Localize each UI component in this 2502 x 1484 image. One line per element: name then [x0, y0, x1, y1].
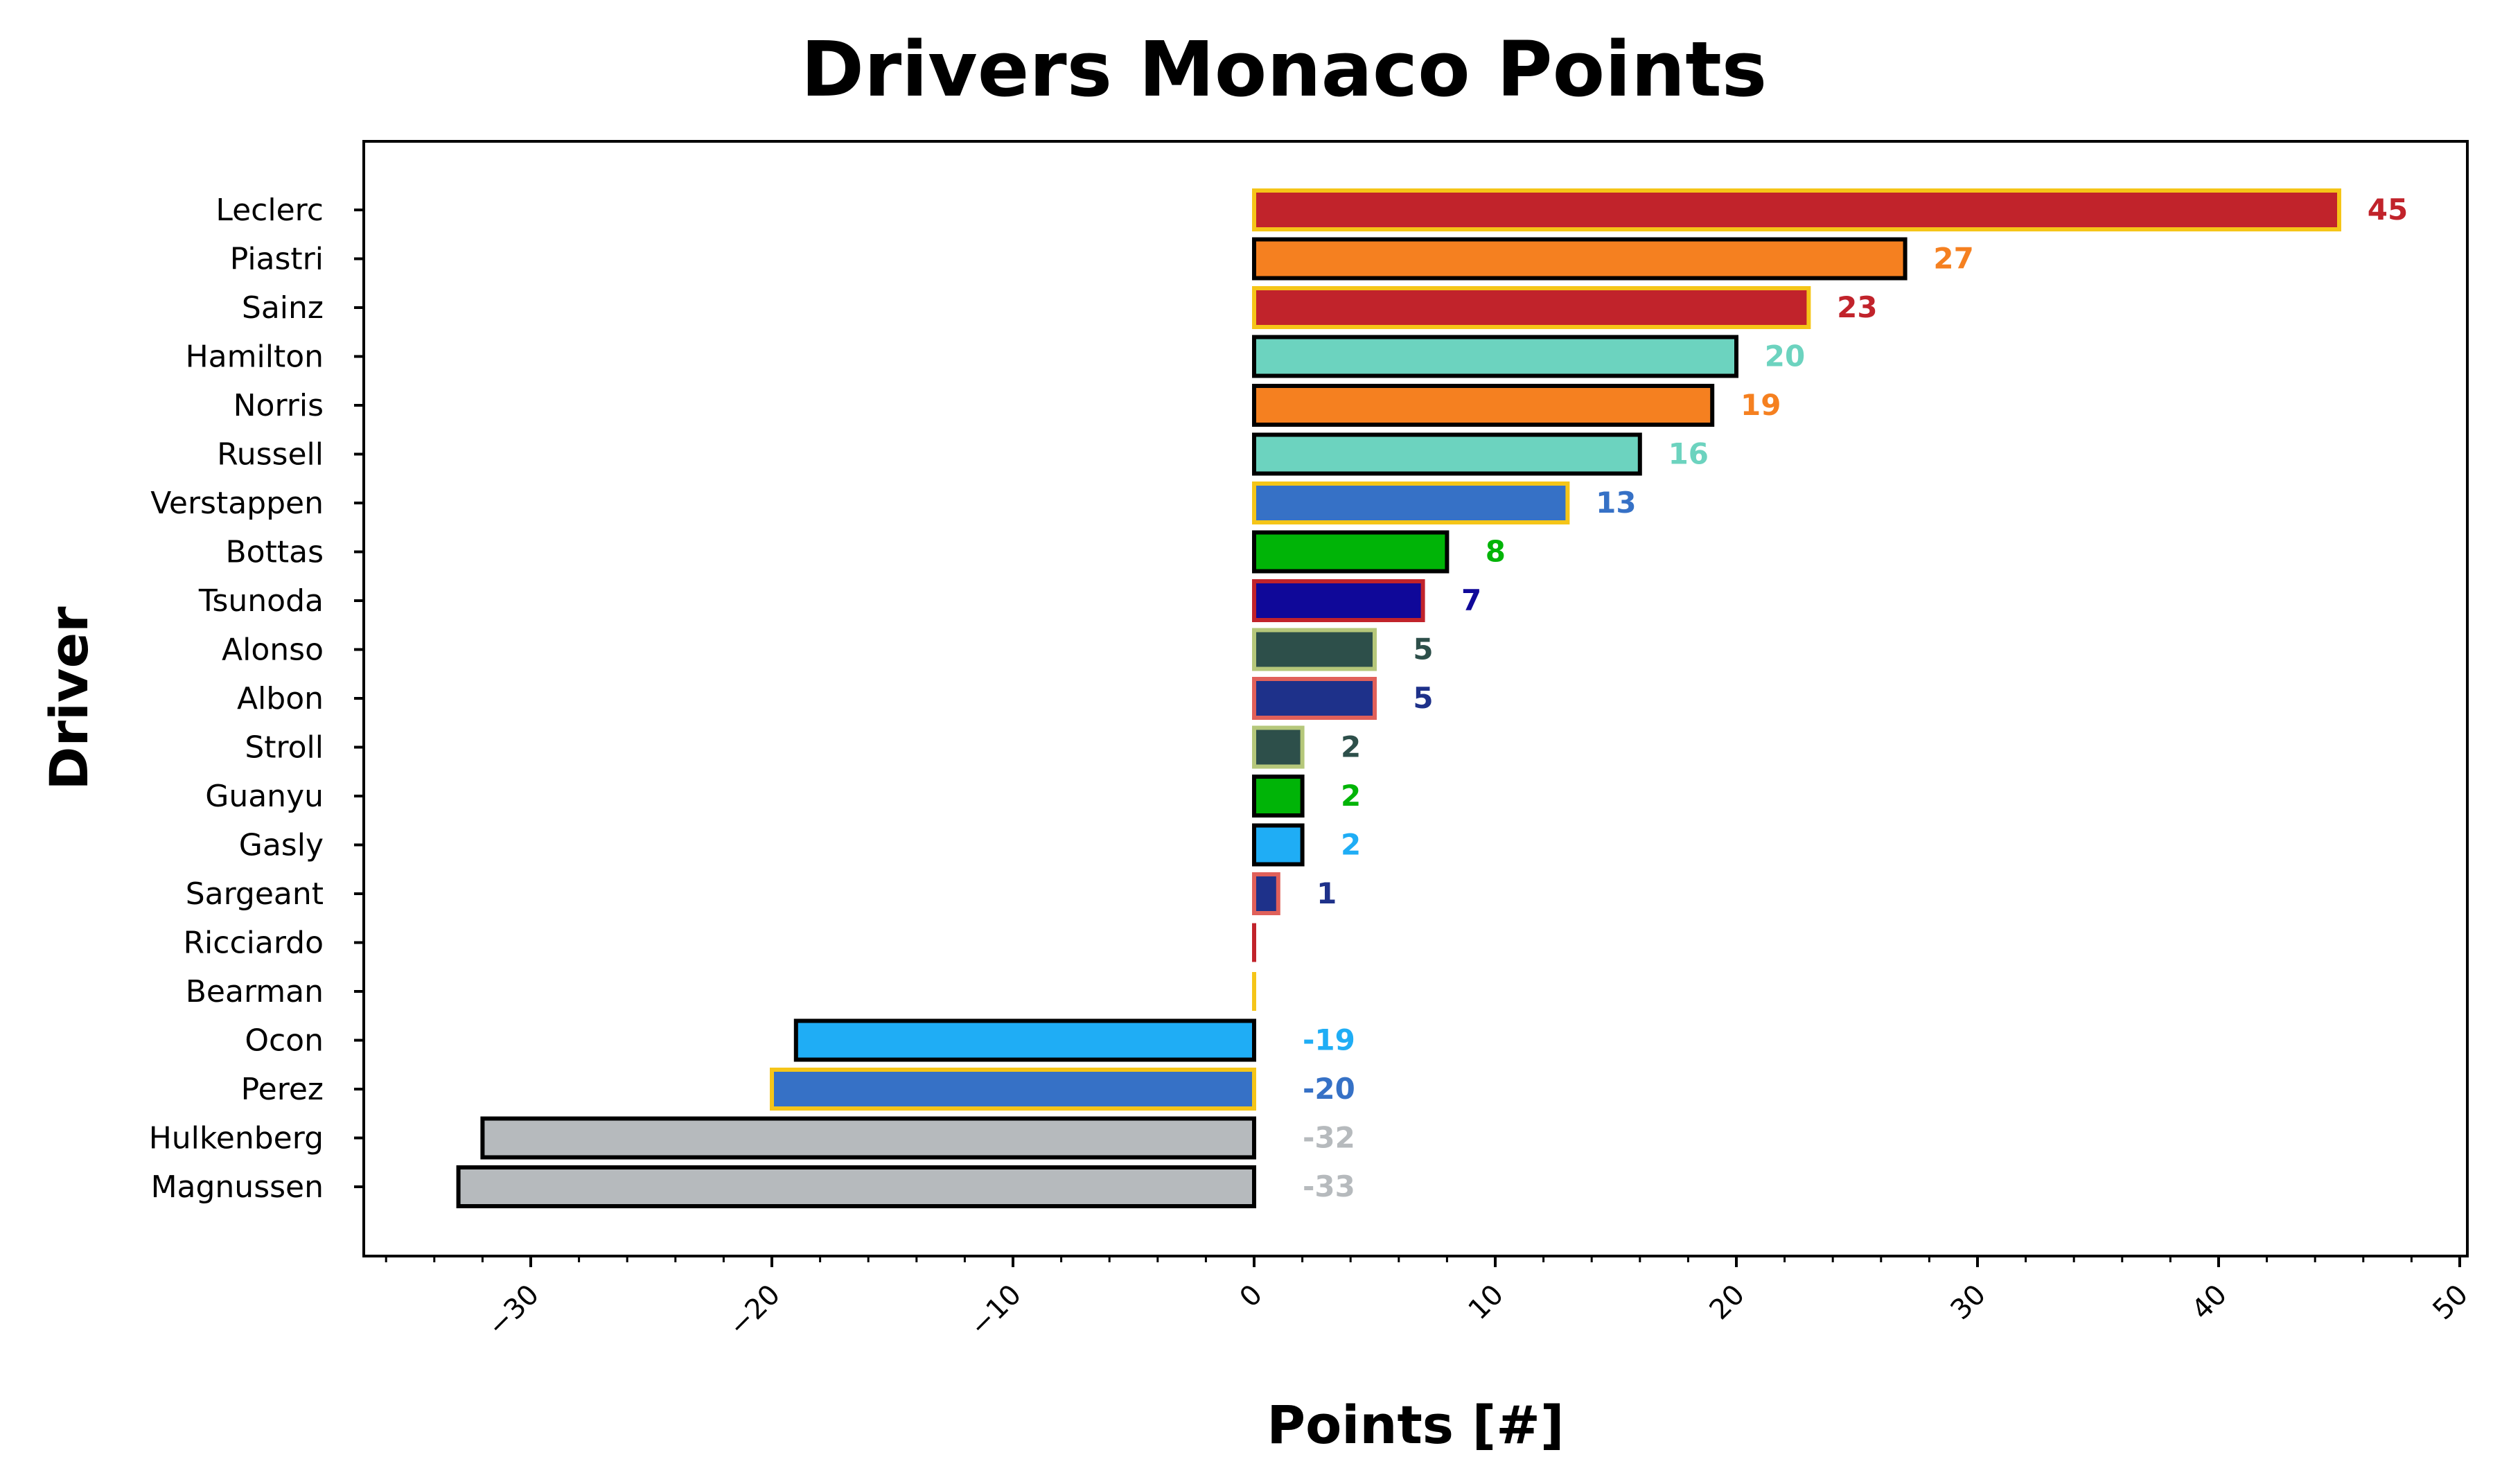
y-tick-label: Gasly — [239, 828, 324, 863]
x-tick-label: −20 — [723, 1279, 786, 1343]
x-tick-label: 40 — [2186, 1279, 2234, 1327]
bar-alonso — [1252, 628, 1377, 671]
bar-perez — [770, 1068, 1256, 1111]
x-tick-label: 50 — [2427, 1279, 2475, 1327]
y-tick-label: Albon — [237, 681, 324, 716]
y-axis: Leclerc Piastri Sainz Hamilton Norris Russell… — [149, 193, 364, 1205]
bar-norris — [1252, 384, 1715, 427]
bar-russell — [1252, 432, 1642, 476]
x-axis: −30 −20 −10 0 10 20 30 40 50 — [385, 1256, 2475, 1343]
y-tick-label: Tsunoda — [198, 583, 324, 619]
data-label-albon: 5 — [1413, 681, 1433, 715]
data-label-hamilton: 20 — [1765, 339, 1805, 373]
x-axis-label: Points [#] — [1267, 1394, 1564, 1456]
y-tick-label: Stroll — [245, 730, 324, 766]
data-label-alonso: 5 — [1413, 633, 1433, 666]
bars-layer — [456, 188, 2341, 1208]
y-tick-label: Norris — [234, 388, 324, 423]
data-label-verstappen: 13 — [1596, 486, 1636, 520]
x-tick-label: −30 — [482, 1279, 545, 1343]
data-label-gasly: 2 — [1341, 828, 1361, 862]
data-label-leclerc: 45 — [2368, 193, 2408, 227]
y-tick-label: Guanyu — [205, 779, 324, 814]
y-tick-label: Russell — [217, 437, 324, 472]
data-label-hulkenberg: -32 — [1303, 1121, 1355, 1155]
bar-sargeant — [1252, 872, 1280, 915]
y-tick-label: Leclerc — [215, 193, 324, 228]
bar-magnussen — [456, 1165, 1256, 1208]
x-tick-label: 30 — [1945, 1279, 1993, 1327]
bar-ocon — [793, 1018, 1257, 1062]
data-label-stroll: 2 — [1341, 730, 1361, 764]
data-label-sainz: 23 — [1837, 290, 1877, 324]
x-tick-label: 20 — [1704, 1279, 1752, 1327]
data-label-perez: -20 — [1303, 1072, 1355, 1106]
bar-guanyu — [1252, 775, 1305, 818]
data-label-sargeant: 1 — [1316, 876, 1337, 910]
y-tick-label: Alonso — [222, 633, 324, 668]
data-label-ocon: -19 — [1303, 1023, 1355, 1057]
bar-stroll — [1252, 725, 1305, 769]
bar-albon — [1252, 677, 1377, 720]
data-label-norris: 19 — [1741, 388, 1781, 422]
y-axis-label: Driver — [38, 606, 100, 790]
y-tick-label: Perez — [241, 1072, 324, 1107]
bar-piastri — [1252, 237, 1908, 281]
data-label-tsunoda: 7 — [1461, 583, 1481, 617]
bar-leclerc — [1252, 188, 2341, 231]
bar-sainz — [1252, 286, 1811, 329]
y-tick-label: Ocon — [245, 1023, 324, 1059]
bar-verstappen — [1252, 482, 1570, 524]
y-tick-label: Sainz — [242, 290, 324, 326]
bar-hamilton — [1252, 335, 1738, 378]
x-tick-label: 10 — [1463, 1279, 1510, 1327]
y-tick-label: Sargeant — [186, 876, 324, 912]
y-tick-label: Magnussen — [151, 1169, 324, 1205]
x-tick-label: −10 — [964, 1279, 1028, 1343]
x-tick-label: 0 — [1234, 1279, 1269, 1314]
bar-gasly — [1252, 823, 1305, 867]
chart-title: Drivers Monaco Points — [801, 25, 1768, 114]
y-tick-label: Hamilton — [186, 339, 324, 375]
data-label-russell: 16 — [1668, 437, 1709, 471]
data-label-guanyu: 2 — [1341, 779, 1361, 813]
bar-hulkenberg — [480, 1116, 1256, 1160]
y-tick-label: Hulkenberg — [149, 1121, 324, 1156]
data-label-magnussen: -33 — [1303, 1169, 1355, 1203]
y-tick-label: Bearman — [186, 974, 324, 1009]
y-tick-label: Verstappen — [150, 486, 324, 521]
y-tick-label: Ricciardo — [183, 926, 324, 961]
y-tick-label: Bottas — [226, 535, 324, 570]
bar-tsunoda — [1252, 579, 1425, 622]
y-tick-label: Piastri — [230, 242, 324, 277]
data-label-bottas: 8 — [1486, 535, 1506, 569]
bar-bottas — [1252, 530, 1450, 574]
data-label-piastri: 27 — [1933, 242, 1973, 276]
